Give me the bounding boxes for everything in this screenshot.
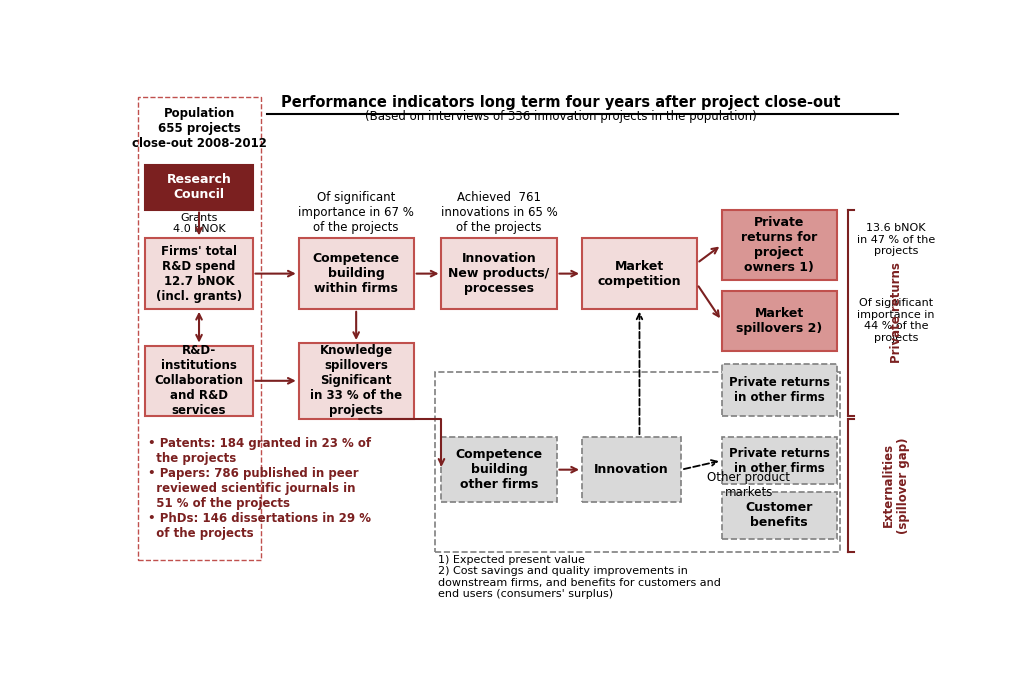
Text: • Patents: 184 granted in 23 % of
  the projects
• Papers: 786 published in peer: • Patents: 184 granted in 23 % of the pr… <box>147 437 371 540</box>
Text: Grants
4.0 bNOK: Grants 4.0 bNOK <box>173 213 225 234</box>
Bar <box>441 238 557 309</box>
Bar <box>299 238 414 309</box>
Text: Competence
building
within firms: Competence building within firms <box>312 252 399 295</box>
Text: (Based on interviews of 336 innovation projects in the population): (Based on interviews of 336 innovation p… <box>365 110 757 123</box>
Text: Achieved  761
innovations in 65 %
of the projects: Achieved 761 innovations in 65 % of the … <box>440 191 557 234</box>
Bar <box>582 437 681 502</box>
Bar <box>145 346 253 416</box>
Text: Private returns: Private returns <box>890 262 903 363</box>
Text: Externalities
(spillover gap): Externalities (spillover gap) <box>883 437 910 534</box>
Bar <box>722 492 837 539</box>
Text: Research
Council: Research Council <box>167 173 231 202</box>
Text: Of significant
importance in 67 %
of the projects: Of significant importance in 67 % of the… <box>298 191 414 234</box>
Text: Private returns
in other firms: Private returns in other firms <box>729 376 829 404</box>
Bar <box>299 343 414 419</box>
Bar <box>435 371 840 552</box>
Bar <box>722 364 837 416</box>
Text: Knowledge
spillovers
Significant
in 33 % of the
projects: Knowledge spillovers Significant in 33 %… <box>310 344 402 418</box>
Text: Private returns
in other firms: Private returns in other firms <box>729 447 829 475</box>
Bar <box>137 97 260 560</box>
Text: Market
spillovers 2): Market spillovers 2) <box>736 307 822 335</box>
Text: R&D-
institutions
Collaboration
and R&D
services: R&D- institutions Collaboration and R&D … <box>155 344 244 418</box>
Bar <box>722 437 837 484</box>
Text: Innovation
New products/
processes: Innovation New products/ processes <box>449 252 550 295</box>
Text: Of significant
importance in
44 % of the
projects: Of significant importance in 44 % of the… <box>857 298 935 343</box>
Bar <box>722 210 837 280</box>
Text: 1) Expected present value
2) Cost savings and quality improvements in
downstream: 1) Expected present value 2) Cost saving… <box>437 555 720 600</box>
Text: Competence
building
other firms: Competence building other firms <box>456 448 543 491</box>
Text: Other product
markets: Other product markets <box>708 471 791 499</box>
Text: Firms' total
R&D spend
12.7 bNOK
(incl. grants): Firms' total R&D spend 12.7 bNOK (incl. … <box>156 244 242 303</box>
Bar <box>441 437 557 502</box>
Text: Market
competition: Market competition <box>598 259 681 288</box>
Text: Innovation: Innovation <box>594 463 669 476</box>
Text: Performance indicators long term four years after project close-out: Performance indicators long term four ye… <box>281 94 841 109</box>
Bar <box>145 165 253 210</box>
Bar <box>722 291 837 351</box>
Text: 13.6 bNOK
in 47 % of the
projects: 13.6 bNOK in 47 % of the projects <box>857 223 935 256</box>
Text: Private
returns for
project
owners 1): Private returns for project owners 1) <box>741 216 817 274</box>
Text: Customer
benefits: Customer benefits <box>745 501 813 530</box>
Text: Population
655 projects
close-out 2008-2012: Population 655 projects close-out 2008-2… <box>132 107 266 150</box>
Bar <box>582 238 697 309</box>
Bar <box>145 238 253 309</box>
